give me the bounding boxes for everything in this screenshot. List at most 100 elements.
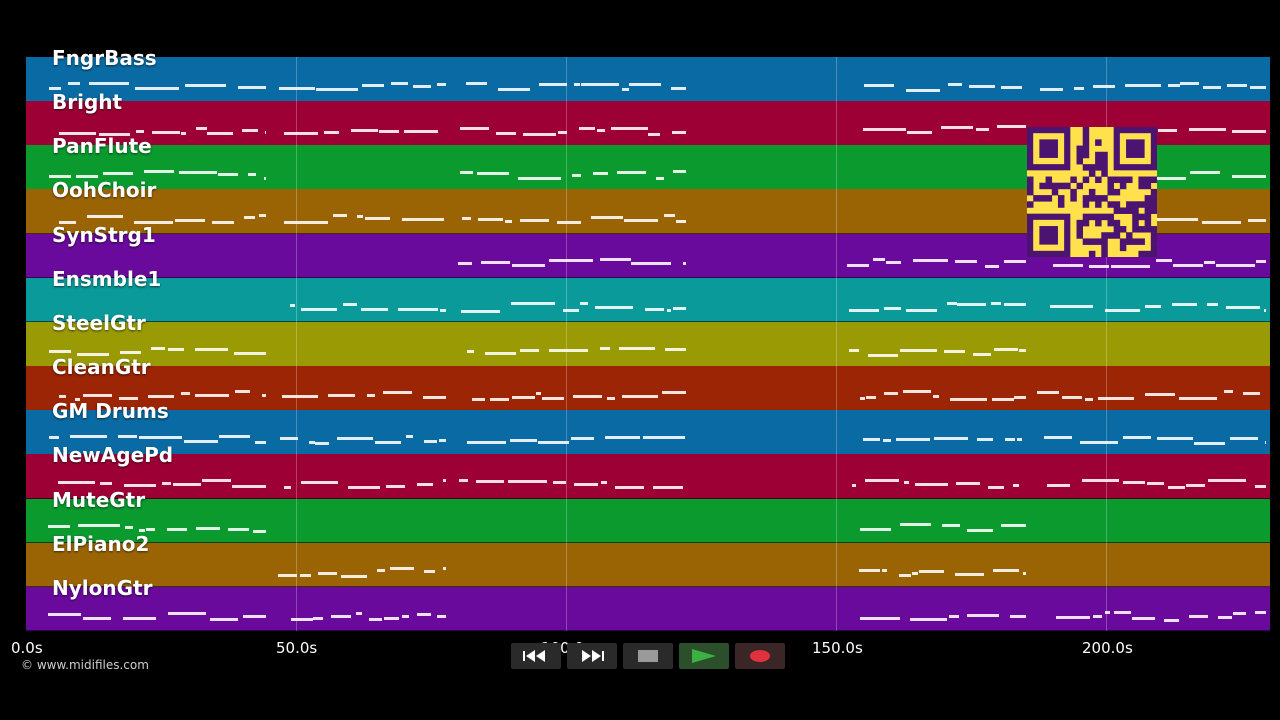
time-tick-label: 150.0s (812, 639, 863, 657)
midi-note (571, 174, 582, 178)
record-button[interactable] (735, 643, 785, 669)
midi-note (125, 525, 133, 529)
midi-note (624, 218, 659, 222)
midi-note (134, 220, 173, 224)
midi-note (985, 264, 1000, 268)
midi-note (48, 436, 60, 440)
midi-note (538, 83, 568, 87)
midi-note (457, 262, 472, 266)
midi-note (252, 530, 266, 534)
midi-note (969, 84, 996, 88)
midi-note (405, 434, 414, 438)
track-label: Bright (52, 90, 123, 115)
midi-note (277, 573, 297, 577)
midi-note (332, 213, 348, 217)
midi-note (417, 613, 432, 617)
midi-note (83, 616, 112, 620)
midi-note (234, 390, 251, 394)
rewind-button[interactable] (511, 643, 561, 669)
midi-note (899, 523, 932, 527)
midi-note (562, 309, 579, 312)
midi-note (357, 214, 364, 218)
midi-note (618, 347, 656, 351)
midi-note (210, 617, 239, 621)
midi-note (364, 216, 391, 220)
midi-note (312, 616, 323, 620)
midi-note (442, 479, 446, 483)
track-label: SteelGtr (52, 310, 146, 335)
fast-forward-button[interactable] (567, 643, 617, 669)
midi-note (139, 436, 183, 440)
track-label: ElPiano2 (52, 531, 150, 556)
midi-note (58, 394, 67, 398)
midi-note (466, 350, 475, 354)
midi-note (1131, 616, 1156, 620)
midi-note (1233, 611, 1246, 615)
midi-note (184, 84, 226, 88)
midi-note (990, 302, 1001, 306)
midi-note (386, 485, 405, 489)
midi-note (212, 220, 235, 224)
midi-note (662, 391, 686, 395)
midi-note (82, 394, 112, 398)
midi-note (1158, 129, 1178, 133)
midi-note (443, 567, 446, 571)
midi-note (1204, 261, 1215, 265)
midi-note (147, 394, 175, 398)
midi-note (911, 571, 918, 575)
stop-button[interactable] (623, 643, 673, 669)
midi-note (1092, 615, 1103, 619)
gridline (1106, 57, 1107, 631)
midi-note (858, 569, 880, 573)
midi-note (573, 483, 598, 487)
midi-note (404, 130, 439, 134)
midi-note (237, 85, 266, 89)
track-label: NewAgePd (52, 443, 174, 468)
midi-note (1156, 259, 1173, 263)
midi-note (933, 436, 969, 440)
midi-note (1053, 263, 1083, 267)
track-lane (26, 366, 1270, 411)
midi-note (557, 130, 568, 134)
midi-note (290, 617, 313, 621)
midi-note (264, 177, 266, 181)
midi-note (621, 88, 629, 92)
qr-code-image (1027, 127, 1158, 258)
midi-note (664, 214, 676, 218)
midi-note (337, 437, 374, 441)
midi-note (1003, 302, 1026, 306)
midi-note (261, 393, 266, 397)
midi-note (1254, 611, 1266, 615)
midi-note (666, 308, 671, 312)
midi-note (600, 481, 607, 485)
midi-note (909, 618, 947, 622)
midi-note (48, 349, 71, 353)
midi-note (1254, 484, 1266, 488)
midi-note (1082, 478, 1119, 482)
midi-note (300, 307, 337, 311)
midi-note (848, 349, 859, 353)
midi-note (1172, 263, 1203, 267)
midi-note (902, 390, 932, 394)
midi-note (1157, 436, 1193, 440)
midi-note (243, 216, 255, 220)
midi-note (437, 614, 446, 618)
midi-note (369, 617, 383, 621)
midi-note (300, 480, 339, 484)
midi-note (631, 261, 672, 265)
midi-note (258, 214, 266, 218)
time-tick-label: 200.0s (1082, 639, 1133, 657)
midi-note (58, 131, 97, 135)
midi-note (75, 397, 81, 401)
midi-note (1186, 483, 1206, 487)
play-button[interactable] (679, 643, 729, 669)
midi-note (402, 218, 445, 221)
midi-note (1227, 83, 1247, 87)
midi-note (1123, 436, 1151, 440)
midi-note (1263, 309, 1266, 313)
midi-note (988, 486, 1005, 490)
midi-note (865, 395, 876, 399)
midi-note (1146, 481, 1164, 485)
midi-note (884, 307, 902, 311)
midi-note (505, 219, 513, 223)
